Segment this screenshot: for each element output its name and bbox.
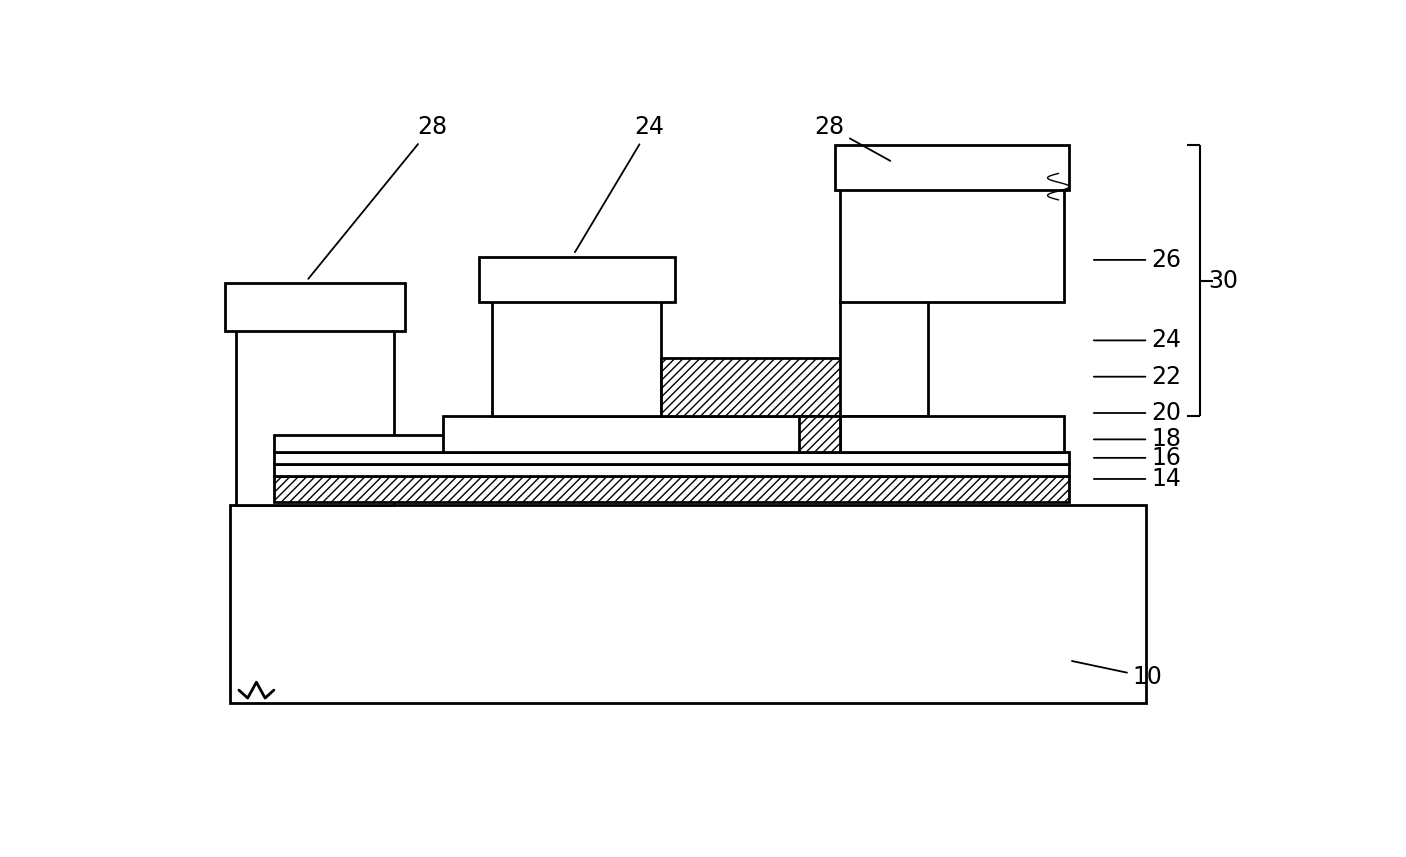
Text: 28: 28 bbox=[814, 115, 890, 161]
Bar bbox=[231, 506, 1146, 704]
Bar bbox=[443, 416, 830, 452]
Text: 14: 14 bbox=[1094, 467, 1181, 491]
Text: 16: 16 bbox=[1094, 446, 1181, 470]
Bar bbox=[661, 357, 900, 416]
Bar bbox=[835, 145, 1069, 190]
Text: 10: 10 bbox=[1071, 661, 1163, 689]
Text: 30: 30 bbox=[1209, 269, 1239, 293]
Text: 24: 24 bbox=[575, 115, 665, 252]
Text: 24: 24 bbox=[1094, 328, 1181, 352]
Text: 22: 22 bbox=[1094, 365, 1181, 389]
Text: 28: 28 bbox=[308, 115, 447, 279]
Bar bbox=[274, 452, 1069, 464]
Text: 18: 18 bbox=[1094, 428, 1181, 452]
Bar bbox=[274, 476, 1069, 502]
Bar bbox=[799, 416, 841, 452]
Text: 20: 20 bbox=[1094, 401, 1181, 425]
Bar bbox=[274, 435, 470, 452]
Bar bbox=[841, 187, 1064, 303]
Bar bbox=[841, 300, 928, 416]
Bar bbox=[225, 283, 405, 331]
Bar bbox=[274, 464, 1069, 476]
Bar bbox=[236, 327, 394, 506]
Bar bbox=[492, 300, 661, 416]
Text: 26: 26 bbox=[1094, 248, 1181, 272]
Bar bbox=[841, 416, 1064, 452]
Bar bbox=[478, 257, 675, 303]
